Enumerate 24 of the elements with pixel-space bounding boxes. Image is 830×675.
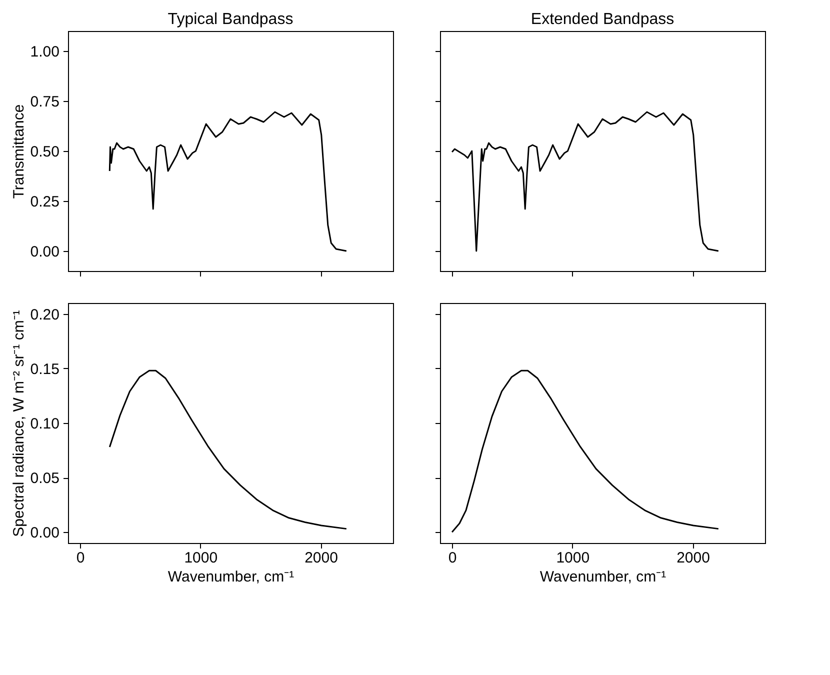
line-series [108,111,348,252]
y-tick-label: 1.00 [30,44,60,60]
y-axis-title: Transmittance [10,104,28,199]
y-axis-title: Spectral radiance, W m⁻² sr⁻¹ cm⁻¹ [10,310,28,537]
x-tick-label: 2000 [676,550,710,566]
y-tick-label: 0.50 [30,144,60,160]
chart-title: Typical Bandpass [168,11,294,28]
chart-title: Extended Bandpass [530,11,674,28]
y-tick-label: 0.20 [30,306,60,324]
y-tick-label: 0.75 [30,94,60,110]
y-tick-label: 0.15 [30,360,60,378]
x-axis-title: Wavenumber, cm⁻¹ [168,568,294,586]
line-series [108,370,348,530]
x-tick-label: 0 [76,550,85,566]
x-tick-label: 2000 [304,550,338,566]
y-tick-label: 0.25 [30,194,60,210]
y-tick-label: 0.00 [30,524,60,542]
x-tick-label: 0 [448,550,457,566]
x-axis-title: Wavenumber, cm⁻¹ [540,568,666,586]
y-tick-label: 0.10 [30,416,60,432]
x-tick-label: 1000 [184,550,218,566]
y-tick-label: 0.05 [30,470,60,488]
x-tick-label: 1000 [556,550,590,566]
y-tick-label: 0.00 [30,244,60,260]
